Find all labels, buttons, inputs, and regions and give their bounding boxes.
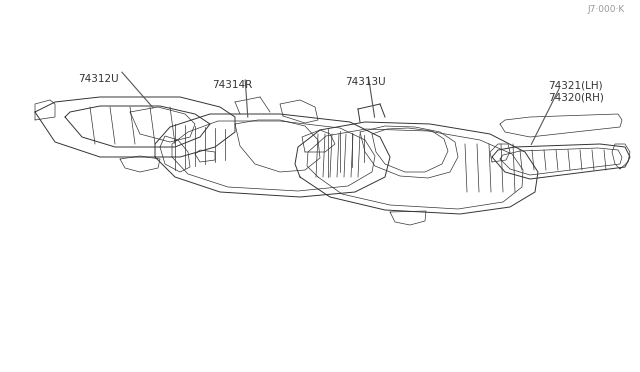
Text: 74314R: 74314R: [212, 80, 252, 90]
Text: 74320(RH): 74320(RH): [548, 92, 604, 102]
Text: 74313U: 74313U: [345, 77, 386, 87]
Text: 74321(LH): 74321(LH): [548, 80, 603, 90]
Text: 74312U: 74312U: [78, 74, 118, 84]
Text: J7·000·K: J7·000·K: [588, 5, 625, 14]
